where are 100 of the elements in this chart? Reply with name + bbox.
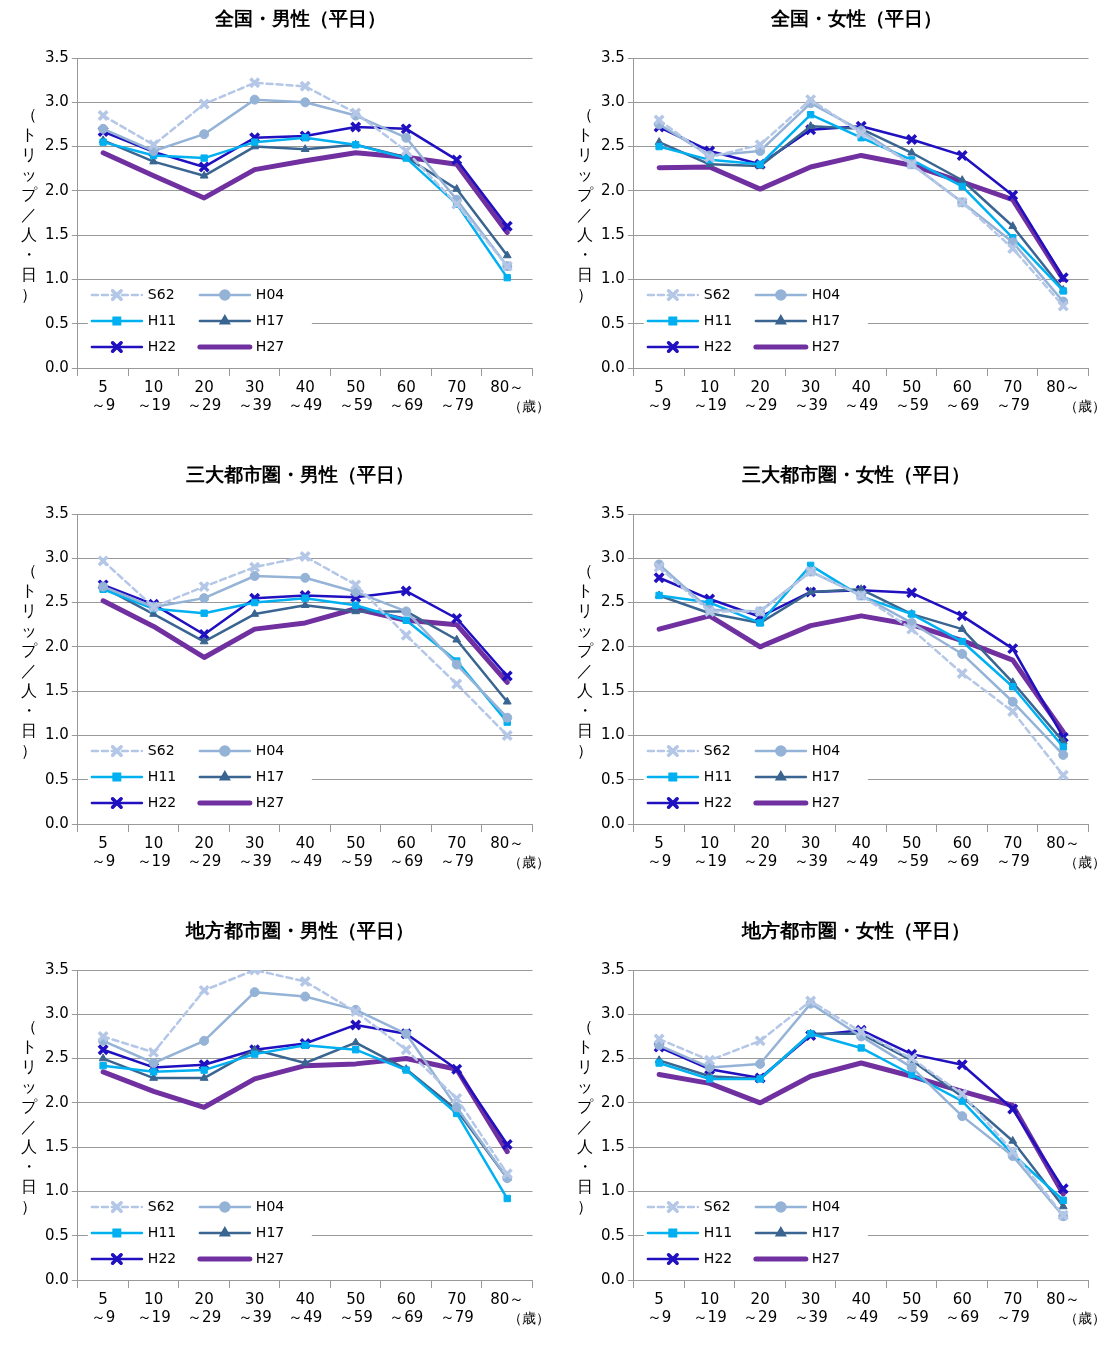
x-tick-label: 30 ～39 — [793, 833, 828, 870]
y-tick-label: 2.5 — [601, 1048, 625, 1067]
legend-label: S62 — [703, 285, 731, 302]
legend-label: S62 — [147, 1197, 175, 1214]
legend-label: H17 — [255, 311, 285, 328]
x-axis-title: （歳） — [508, 854, 550, 872]
y-tick-label: 2.5 — [601, 136, 625, 155]
y-tick-label: 2.0 — [45, 180, 69, 199]
legend-label: H04 — [255, 741, 285, 758]
x-tick-label: 20 ～29 — [187, 377, 222, 414]
x-tick-label: 50 ～59 — [338, 1289, 373, 1326]
y-tick-label: 0.5 — [601, 313, 625, 332]
x-tick-label: 10 ～19 — [692, 1289, 727, 1326]
x-tick-label: 5 ～9 — [90, 1289, 116, 1326]
chart-title: 全国・女性（平日） — [769, 6, 943, 31]
x-tick-label: 20 ～29 — [743, 377, 778, 414]
x-tick-label: 10 ～19 — [692, 377, 727, 414]
y-tick-label: 1.5 — [601, 681, 625, 700]
y-tick-label: 3.5 — [601, 959, 625, 978]
x-tick-label: 10 ～19 — [692, 833, 727, 870]
text: （トリップ／人・日） — [21, 105, 37, 304]
legend-label: H27 — [255, 1249, 285, 1266]
legend-label: H17 — [255, 767, 285, 784]
y-tick-label: 3.0 — [601, 548, 625, 567]
y-tick-label: 1.0 — [601, 269, 625, 288]
x-tick-label: 10 ～19 — [136, 833, 171, 870]
y-tick-label: 1.0 — [45, 1181, 69, 1200]
legend-label: H22 — [703, 1249, 733, 1266]
x-tick-label: 50 ～59 — [894, 1289, 929, 1326]
legend-label: H11 — [703, 767, 733, 784]
y-tick-label: 1.0 — [45, 725, 69, 744]
y-tick-label: 1.5 — [601, 1137, 625, 1156]
chart-title: 全国・男性（平日） — [213, 6, 387, 31]
y-tick-label: 0.0 — [601, 813, 625, 832]
y-tick-label: 3.5 — [45, 503, 69, 522]
x-tick-label: 30 ～39 — [237, 377, 272, 414]
x-tick-label: 20 ～29 — [743, 833, 778, 870]
y-tick-label: 2.0 — [45, 1092, 69, 1111]
legend-label: H27 — [811, 1249, 841, 1266]
legend-label: H22 — [147, 793, 177, 810]
y-tick-label: 1.0 — [45, 269, 69, 288]
y-tick-label: 3.5 — [601, 47, 625, 66]
x-tick-label: 50 ～59 — [894, 833, 929, 870]
legend-label: H17 — [811, 311, 841, 328]
y-tick-label: 0.0 — [45, 1269, 69, 1288]
x-tick-label: 5 ～9 — [90, 833, 116, 870]
y-tick-label: 0.5 — [45, 1225, 69, 1244]
legend-label: H04 — [255, 1197, 285, 1214]
x-tick-label: 30 ～39 — [237, 833, 272, 870]
x-tick-label: 60 ～69 — [389, 1289, 424, 1326]
y-tick-label: 3.0 — [45, 1004, 69, 1023]
chart-title: 地方都市圏・女性（平日） — [740, 918, 971, 943]
y-tick-label: 2.0 — [601, 1092, 625, 1111]
legend-label: S62 — [703, 1197, 731, 1214]
y-tick-label: 3.0 — [601, 92, 625, 111]
x-tick-label: 30 ～39 — [793, 377, 828, 414]
x-tick-label: 20 ～29 — [187, 1289, 222, 1326]
y-tick-label: 2.0 — [45, 636, 69, 655]
legend-label: H27 — [811, 337, 841, 354]
legend-label: H04 — [811, 1197, 841, 1214]
y-tick-label: 2.5 — [45, 1048, 69, 1067]
legend-label: H04 — [811, 285, 841, 302]
x-tick-label: 20 ～29 — [187, 833, 222, 870]
legend-label: H22 — [147, 337, 177, 354]
x-tick-label: 70 ～79 — [995, 377, 1030, 414]
y-tick-label: 0.0 — [601, 1269, 625, 1288]
legend-label: H11 — [147, 767, 177, 784]
legend-label: H22 — [703, 337, 733, 354]
y-tick-label: 0.5 — [601, 1225, 625, 1244]
y-tick-label: 2.0 — [601, 636, 625, 655]
x-tick-label: 40 ～49 — [844, 1289, 879, 1326]
x-tick-label: 40 ～49 — [288, 833, 323, 870]
legend-label: H04 — [811, 741, 841, 758]
x-tick-label: 70 ～79 — [439, 377, 474, 414]
x-tick-label: 30 ～39 — [793, 1289, 828, 1326]
y-tick-label: 0.5 — [45, 769, 69, 788]
x-tick-label: 80～ — [1046, 377, 1081, 396]
x-tick-label: 40 ～49 — [844, 833, 879, 870]
text: （トリップ／人・日） — [21, 1017, 37, 1216]
legend-label: H22 — [703, 793, 733, 810]
legend-label: H17 — [811, 1223, 841, 1240]
y-tick-label: 1.5 — [45, 225, 69, 244]
y-tick-label: 1.0 — [601, 1181, 625, 1200]
legend-label: H11 — [703, 311, 733, 328]
legend-label: H11 — [147, 311, 177, 328]
x-tick-label: 70 ～79 — [995, 1289, 1030, 1326]
y-tick-label: 2.5 — [45, 136, 69, 155]
x-tick-label: 80～ — [490, 377, 525, 396]
x-tick-label: 70 ～79 — [439, 833, 474, 870]
x-tick-label: 50 ～59 — [338, 833, 373, 870]
legend-label: H22 — [147, 1249, 177, 1266]
x-tick-label: 5 ～9 — [646, 1289, 672, 1326]
legend-label: H17 — [255, 1223, 285, 1240]
x-tick-label: 50 ～59 — [894, 377, 929, 414]
text: （トリップ／人・日） — [577, 561, 593, 760]
x-tick-label: 60 ～69 — [945, 833, 980, 870]
legend-label: H11 — [147, 1223, 177, 1240]
y-tick-label: 0.5 — [45, 313, 69, 332]
x-tick-label: 5 ～9 — [90, 377, 116, 414]
x-tick-label: 80～ — [490, 833, 525, 852]
